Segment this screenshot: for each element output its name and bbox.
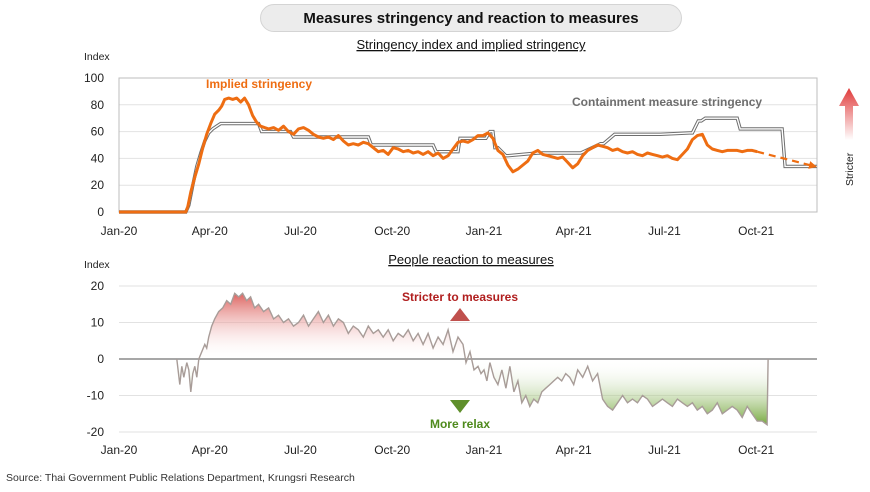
chart1-y-tick-label: 60 — [91, 125, 105, 139]
chart1-y-tick-label: 100 — [84, 71, 104, 85]
chart2-x-tick-label: Jul-21 — [648, 443, 681, 457]
source-note: Source: Thai Government Public Relations… — [6, 472, 355, 484]
reaction-negative-area — [176, 359, 769, 425]
chart1-y-tick-label: 20 — [91, 178, 105, 192]
chart1-y-tick-label: 40 — [91, 151, 105, 165]
chart2-x-tick-labels: Jan-20 Apr-20 Jul-20 Oct-20 Jan-21 Apr-21 Jul-… — [101, 443, 775, 457]
chart1-x-tick-label: Jan-20 — [101, 224, 138, 238]
relax-triangle-icon — [450, 400, 470, 413]
chart2-x-tick-label: Apr-20 — [192, 443, 228, 457]
chart1-x-tick-label: Jan-21 — [466, 224, 503, 238]
more-relax-annotation: More relax — [430, 417, 490, 431]
chart2-x-tick-label: Oct-20 — [374, 443, 410, 457]
chart-banner-title: Measures stringency and reaction to meas… — [260, 4, 682, 32]
containment-line-outer — [119, 116, 817, 214]
stricter-to-measures-annotation: Stricter to measures — [402, 290, 518, 304]
containment-annotation: Containment measure stringency — [572, 95, 762, 109]
chart2-y-axis-label: Index — [84, 259, 110, 271]
chart2-y-tick-label: 10 — [91, 316, 105, 330]
containment-line-inner — [119, 117, 817, 213]
chart2-title: People reaction to measures — [388, 252, 554, 267]
chart1-x-tick-label: Jul-21 — [648, 224, 681, 238]
implied-stringency-annotation: Implied stringency — [206, 77, 312, 91]
stricter-triangle-icon — [450, 308, 470, 321]
chart1-y-axis-label: Index — [84, 51, 110, 63]
chart2-x-tick-label: Apr-21 — [556, 443, 592, 457]
chart1-x-tick-label: Oct-21 — [738, 224, 774, 238]
reaction-positive-area — [176, 293, 769, 359]
chart2-x-tick-label: Jan-20 — [101, 443, 138, 457]
chart2-x-tick-label: Jan-21 — [466, 443, 503, 457]
chart2-y-tick-label: -10 — [87, 389, 105, 403]
chart1-plot-frame — [118, 77, 818, 213]
chart2-x-tick-label: Jul-20 — [284, 443, 317, 457]
chart1-y-tick-label: 0 — [97, 205, 104, 219]
chart1-y-tick-labels: 0 20 40 60 80 100 — [84, 71, 104, 219]
stricter-up-arrow-icon — [839, 88, 859, 140]
stricter-label: Stricter — [844, 152, 856, 186]
containment-series — [119, 116, 817, 214]
chart2-x-tick-label: Oct-21 — [738, 443, 774, 457]
chart1-x-tick-labels: Jan-20 Apr-20 Jul-20 Oct-20 Jan-21 Apr-21 Jul-… — [101, 224, 775, 238]
chart1-x-tick-label: Apr-21 — [556, 224, 592, 238]
implied-forecast-arrow — [756, 150, 817, 169]
chart1-x-tick-label: Apr-20 — [192, 224, 228, 238]
chart1-gridlines — [119, 104, 817, 186]
reaction-line — [176, 292, 769, 427]
chart2-y-tick-label: -20 — [87, 425, 105, 439]
chart2-y-tick-label: 20 — [91, 279, 105, 293]
chart2-y-tick-labels: -20 -10 0 10 20 — [87, 279, 105, 439]
chart1-x-tick-label: Jul-20 — [284, 224, 317, 238]
chart1-x-tick-label: Oct-20 — [374, 224, 410, 238]
implied-stringency-line — [119, 96, 758, 214]
chart1-title: Stringency index and implied stringency — [356, 37, 586, 52]
chart1-y-tick-label: 80 — [91, 98, 105, 112]
chart2-y-tick-label: 0 — [97, 352, 104, 366]
